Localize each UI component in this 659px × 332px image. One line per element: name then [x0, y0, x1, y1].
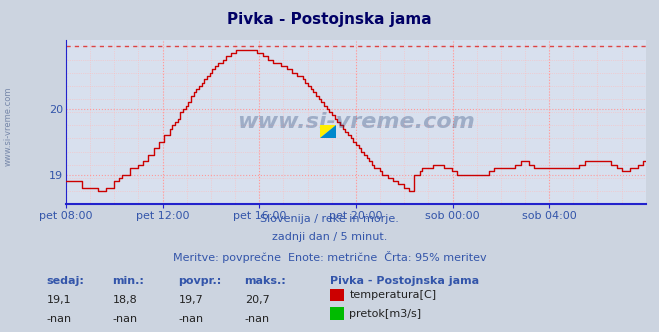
Text: -nan: -nan	[113, 314, 138, 324]
Text: temperatura[C]: temperatura[C]	[349, 290, 436, 300]
Text: maks.:: maks.:	[244, 276, 285, 286]
Text: Slovenija / reke in morje.: Slovenija / reke in morje.	[260, 214, 399, 224]
Text: sedaj:: sedaj:	[46, 276, 84, 286]
Polygon shape	[320, 124, 336, 138]
Text: www.si-vreme.com: www.si-vreme.com	[237, 112, 474, 132]
Text: min.:: min.:	[112, 276, 144, 286]
Text: zadnji dan / 5 minut.: zadnji dan / 5 minut.	[272, 232, 387, 242]
Text: 19,1: 19,1	[47, 295, 72, 305]
Text: Pivka - Postojnska jama: Pivka - Postojnska jama	[227, 12, 432, 27]
Text: 20,7: 20,7	[244, 295, 270, 305]
Text: povpr.:: povpr.:	[178, 276, 221, 286]
Text: 18,8: 18,8	[113, 295, 138, 305]
Text: -nan: -nan	[47, 314, 72, 324]
Text: -nan: -nan	[179, 314, 204, 324]
Text: 19,7: 19,7	[179, 295, 204, 305]
Text: Meritve: povprečne  Enote: metrične  Črta: 95% meritev: Meritve: povprečne Enote: metrične Črta:…	[173, 251, 486, 263]
Polygon shape	[320, 124, 336, 138]
Text: pretok[m3/s]: pretok[m3/s]	[349, 309, 421, 319]
Text: www.si-vreme.com: www.si-vreme.com	[3, 86, 13, 166]
Text: -nan: -nan	[244, 314, 270, 324]
Text: Pivka - Postojnska jama: Pivka - Postojnska jama	[330, 276, 478, 286]
